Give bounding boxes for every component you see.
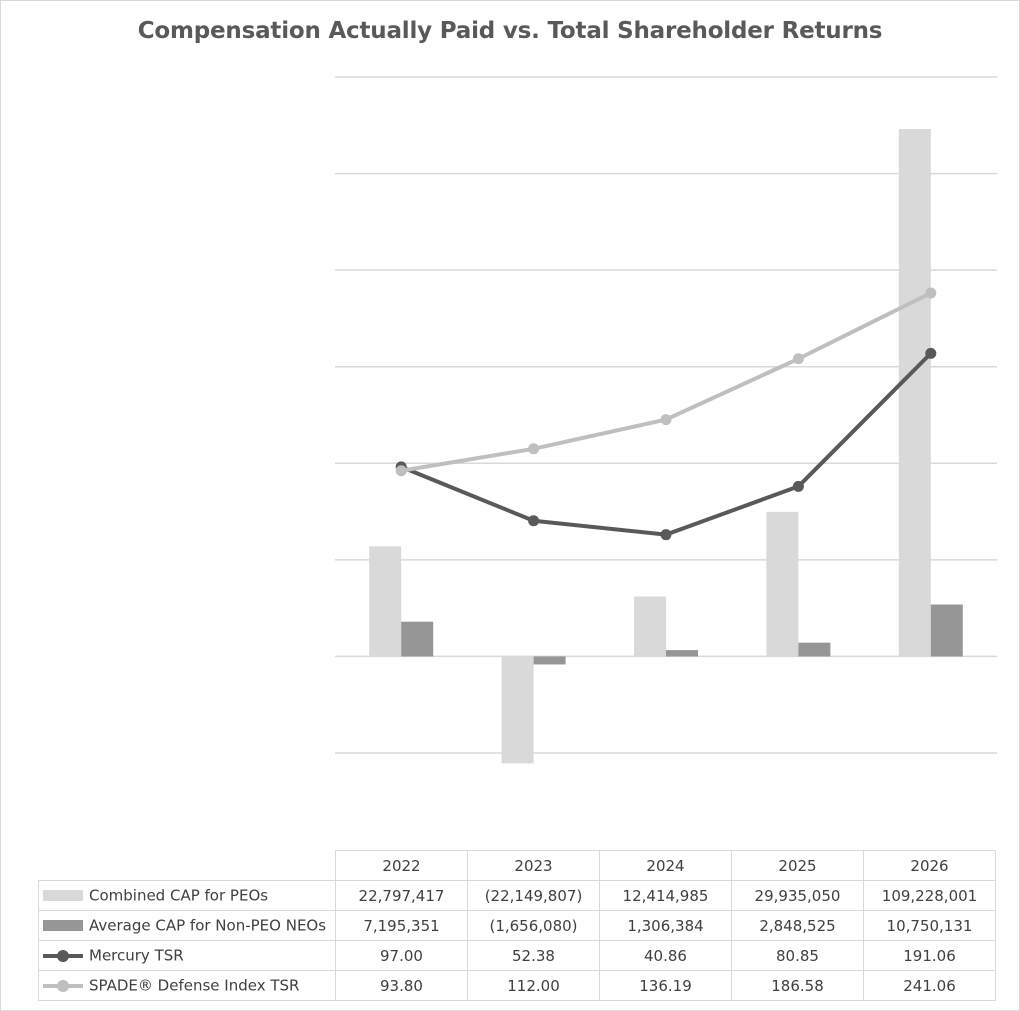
bars	[369, 129, 963, 764]
year-header-2026: 2026	[863, 850, 996, 881]
legend-label: SPADE® Defense Index TSR	[89, 976, 300, 995]
bar-combined-cap-for-peos-2023	[501, 656, 534, 764]
bar-combined-cap-for-peos-2025	[766, 511, 799, 657]
data-label-average-cap-for-non-peo-neos-2025: 2,848,525	[731, 910, 864, 941]
year-header-2023: 2023	[467, 850, 600, 881]
point-mercury-tsr-2025	[792, 480, 804, 492]
data-label-spade-defense-index-tsr-2026: 241.06	[863, 970, 996, 1001]
legend-label: Average CAP for Non-PEO NEOs	[89, 916, 327, 935]
table-row-combined-cap-for-peos: Combined CAP for PEOs 22,797,417 (22,149,8…	[38, 880, 996, 911]
bar-combined-cap-for-peos-2024	[634, 596, 666, 657]
data-label-combined-cap-for-peos-2024: 12,414,985	[599, 880, 732, 911]
lines	[395, 287, 937, 541]
data-label-spade-defense-index-tsr-2022: 93.80	[335, 970, 468, 1001]
data-label-spade-defense-index-tsr-2023: 112.00	[467, 970, 600, 1001]
data-label-average-cap-for-non-peo-neos-2023: (1,656,080)	[467, 910, 600, 941]
point-spade-defense-index-tsr-2025	[792, 353, 804, 365]
data-table: 2022 2023 2024 2025 2026 Combined CAP for PE…	[38, 850, 996, 1001]
legend-entry-average-cap-for-non-peo-neos: Average CAP for Non-PEO NEOs	[38, 910, 336, 941]
data-label-combined-cap-for-peos-2022: 22,797,417	[335, 880, 468, 911]
bar-average-cap-for-non-peo-neos-2026	[930, 604, 963, 657]
legend-key-average-cap-for-non-peo-neos	[43, 920, 83, 932]
point-spade-defense-index-tsr-2022	[395, 465, 407, 477]
data-label-mercury-tsr-2024: 40.86	[599, 940, 732, 971]
year-header-2024: 2024	[599, 850, 732, 881]
table-body: Combined CAP for PEOs 22,797,417 (22,149,8…	[38, 880, 996, 1001]
bar-average-cap-for-non-peo-neos-2022	[401, 621, 434, 657]
data-label-average-cap-for-non-peo-neos-2026: 10,750,131	[863, 910, 996, 941]
data-label-mercury-tsr-2022: 97.00	[335, 940, 468, 971]
data-label-spade-defense-index-tsr-2025: 186.58	[731, 970, 864, 1001]
data-label-mercury-tsr-2023: 52.38	[467, 940, 600, 971]
bar-combined-cap-for-peos-2026	[898, 129, 931, 657]
bar-combined-cap-for-peos-2022	[369, 546, 402, 657]
data-label-average-cap-for-non-peo-neos-2024: 1,306,384	[599, 910, 732, 941]
legend-key-spade-defense-index-tsr	[43, 979, 83, 992]
point-mercury-tsr-2023	[528, 515, 540, 527]
table-corner	[38, 850, 336, 881]
line-spade-defense-index-tsr	[399, 291, 933, 473]
legend-key-combined-cap-for-peos	[43, 890, 83, 902]
data-label-average-cap-for-non-peo-neos-2022: 7,195,351	[335, 910, 468, 941]
point-mercury-tsr-2024	[660, 529, 672, 541]
legend-entry-combined-cap-for-peos: Combined CAP for PEOs	[38, 880, 336, 911]
legend-entry-spade-defense-index-tsr: SPADE® Defense Index TSR	[38, 970, 336, 1001]
data-label-combined-cap-for-peos-2026: 109,228,001	[863, 880, 996, 911]
point-spade-defense-index-tsr-2026	[925, 287, 937, 299]
table-row-average-cap-for-non-peo-neos: Average CAP for Non-PEO NEOs 7,195,351 (1,…	[38, 910, 996, 941]
bar-average-cap-for-non-peo-neos-2024	[666, 650, 698, 657]
point-mercury-tsr-2026	[925, 347, 937, 359]
data-label-spade-defense-index-tsr-2024: 136.19	[599, 970, 732, 1001]
year-header-2025: 2025	[731, 850, 864, 881]
point-spade-defense-index-tsr-2024	[660, 414, 672, 426]
point-spade-defense-index-tsr-2023	[528, 443, 540, 455]
legend-label: Combined CAP for PEOs	[89, 886, 269, 905]
legend-key-mercury-tsr	[43, 949, 83, 962]
table-row-mercury-tsr: Mercury TSR 97.00 52.38 40.86 80.85 191.06	[38, 940, 996, 971]
data-label-combined-cap-for-peos-2025: 29,935,050	[731, 880, 864, 911]
data-label-combined-cap-for-peos-2023: (22,149,807)	[467, 880, 600, 911]
legend-label: Mercury TSR	[89, 946, 184, 965]
plot-area	[335, 76, 997, 764]
bar-average-cap-for-non-peo-neos-2025	[798, 642, 831, 657]
data-label-mercury-tsr-2026: 191.06	[863, 940, 996, 971]
line-mercury-tsr	[399, 351, 933, 537]
table-row-spade-defense-index-tsr: SPADE® Defense Index TSR 93.80 112.00 136.1…	[38, 970, 996, 1001]
data-label-mercury-tsr-2025: 80.85	[731, 940, 864, 971]
bar-average-cap-for-non-peo-neos-2023	[533, 656, 566, 665]
year-header-2022: 2022	[335, 850, 468, 881]
year-header-row: 2022 2023 2024 2025 2026	[38, 850, 996, 881]
legend-entry-mercury-tsr: Mercury TSR	[38, 940, 336, 971]
chart-title: Compensation Actually Paid vs. Total Sha…	[137, 18, 883, 44]
